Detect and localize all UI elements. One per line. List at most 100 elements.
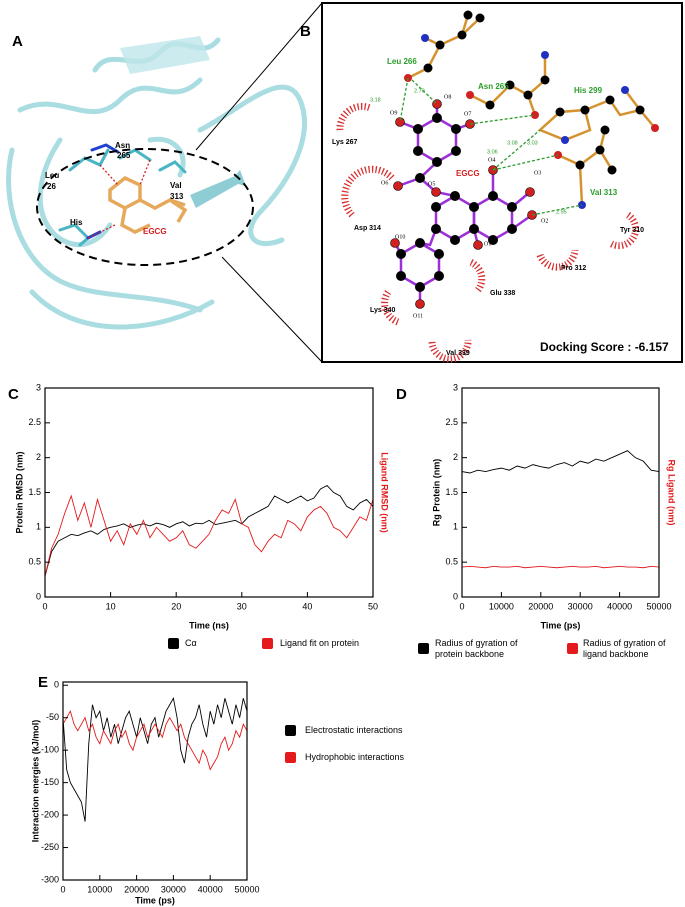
series-line xyxy=(44,484,374,577)
x-tick-label: 50000 xyxy=(646,601,671,611)
plot-frame xyxy=(461,387,660,598)
y-tick-label: 1.5 xyxy=(445,487,458,497)
atom-label: O5 xyxy=(428,181,435,187)
x-tick-label: 40 xyxy=(302,601,312,611)
series-line xyxy=(62,710,248,771)
y2-axis-label: Ligand RMSD (nm) xyxy=(380,452,390,533)
y2-axis-label: Rg Ligand (nm) xyxy=(667,460,677,526)
residue-label: Tyr 310 xyxy=(620,227,644,234)
residue-label: Asp 314 xyxy=(354,225,381,232)
residue-sticks xyxy=(58,143,187,247)
legend-label: Cα xyxy=(185,638,197,648)
plot-frame xyxy=(62,681,248,881)
legend-label: Ligand fit on protein xyxy=(280,638,360,648)
x-axis-label: Time (ps) xyxy=(135,895,175,905)
y-tick-label: 3 xyxy=(36,382,41,392)
residue-label: 265 xyxy=(117,151,131,160)
atom-label: O2 xyxy=(541,218,548,224)
legend-label: Radius of gyration of ligand backbone xyxy=(583,638,666,659)
ligand-label: EGCG xyxy=(456,169,480,178)
x-tick-label: 50000 xyxy=(234,884,259,894)
x-tick-label: 10000 xyxy=(489,601,514,611)
residue-label: 26 xyxy=(47,182,56,191)
helix xyxy=(120,36,210,74)
residue-label: Asn xyxy=(115,141,130,150)
y-tick-label: 3 xyxy=(453,382,458,392)
atom-label: O3 xyxy=(534,170,541,176)
y-tick-label: -150 xyxy=(41,777,59,787)
atom-label: O11 xyxy=(413,313,423,319)
residue-label: 313 xyxy=(170,192,184,201)
panel-letter: B xyxy=(300,23,311,40)
x-tick-label: 0 xyxy=(60,884,65,894)
zoom-line xyxy=(195,2,323,151)
legend-swatch xyxy=(285,752,296,763)
y-tick-label: 2.5 xyxy=(28,417,41,427)
y-tick-label: 2.5 xyxy=(445,417,458,427)
x-axis-label: Time (ps) xyxy=(541,620,581,630)
series-line xyxy=(62,696,248,822)
residue-label: Lys 340 xyxy=(370,307,396,314)
y-tick-label: 2 xyxy=(36,452,41,462)
panel-letter: E xyxy=(38,674,48,691)
x-tick-label: 0 xyxy=(459,601,464,611)
legend-label: Hydrophobic interactions xyxy=(305,752,405,762)
hbond-residue-label: Leu 266 xyxy=(387,57,417,66)
y-tick-label: -250 xyxy=(41,842,59,852)
series-line xyxy=(461,450,660,474)
diagram-frame xyxy=(321,2,683,363)
y-tick-label: 0.5 xyxy=(445,557,458,567)
y-tick-label: 2 xyxy=(453,452,458,462)
residue-label: Val xyxy=(170,181,182,190)
plot-frame xyxy=(44,387,374,598)
x-tick-label: 40000 xyxy=(607,601,632,611)
distance-label: 3.08 xyxy=(507,140,518,146)
residue-atoms xyxy=(404,10,659,209)
atom-label: O8 xyxy=(444,94,451,100)
x-axis-label: Time (ns) xyxy=(189,620,229,630)
atom-label: O9 xyxy=(390,110,397,116)
distance-label: 3.03 xyxy=(527,140,538,146)
atom-label: O10 xyxy=(395,234,405,240)
legend-swatch xyxy=(418,643,429,654)
residue-label: Lys 267 xyxy=(332,139,358,146)
x-tick-label: 50 xyxy=(368,601,378,611)
x-tick-label: 30000 xyxy=(161,884,186,894)
hbond-residue-label: His 299 xyxy=(574,86,603,95)
y-tick-label: 0.5 xyxy=(28,557,41,567)
legend-swatch xyxy=(262,638,273,649)
residue-label: His xyxy=(70,218,83,227)
y-axis-label: Rg Protein (nm) xyxy=(431,459,441,527)
ligand-atoms xyxy=(396,113,517,292)
panel-letter: D xyxy=(396,386,407,403)
atom-label: O7 xyxy=(464,111,471,117)
distance-label: 2.70 xyxy=(414,88,425,94)
y-axis-label: Interaction energies (kJ/mol) xyxy=(30,720,40,843)
hbond-residue-label: Val 313 xyxy=(590,188,618,197)
panel-letter: A xyxy=(12,33,23,50)
y-tick-label: -200 xyxy=(41,809,59,819)
distance-label: 2.95 xyxy=(556,209,567,215)
x-tick-label: 10000 xyxy=(87,884,112,894)
y-tick-label: -300 xyxy=(41,874,59,884)
hydrophobic-contacts xyxy=(336,102,640,363)
x-tick-label: 20 xyxy=(171,601,181,611)
y-tick-label: 0 xyxy=(453,591,458,601)
hbond-lines xyxy=(87,159,151,239)
x-tick-label: 40000 xyxy=(198,884,223,894)
y-tick-label: -100 xyxy=(41,745,59,755)
y-tick-label: 1.5 xyxy=(28,487,41,497)
legend-swatch xyxy=(285,725,296,736)
atom-label: O1 xyxy=(484,241,491,247)
series-line xyxy=(44,494,374,577)
y-tick-label: -50 xyxy=(46,712,59,722)
series-line xyxy=(461,565,660,569)
x-tick-label: 0 xyxy=(42,601,47,611)
residue-label: Glu 338 xyxy=(490,290,515,297)
y-tick-label: 1 xyxy=(453,522,458,532)
x-tick-label: 30000 xyxy=(568,601,593,611)
legend-label: Electrostatic interactions xyxy=(305,725,403,735)
binding-site-outline xyxy=(36,148,254,266)
